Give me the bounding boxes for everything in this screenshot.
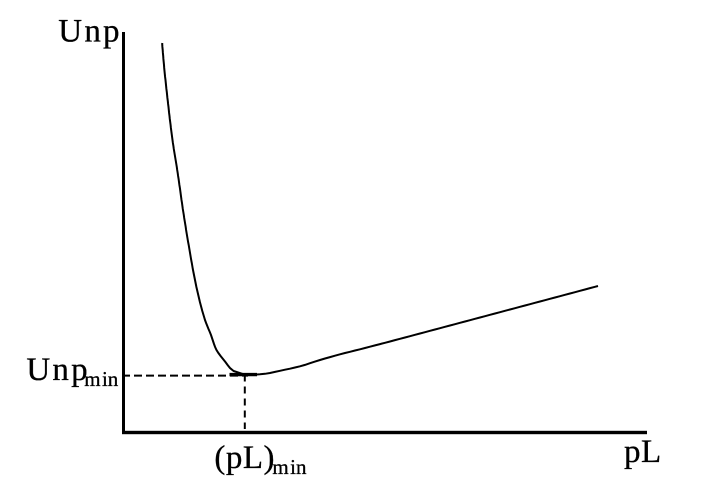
svg-text:min: min <box>84 367 119 391</box>
svg-text:(pL): (pL) <box>214 440 275 476</box>
svg-text:Unp: Unp <box>26 352 89 388</box>
svg-text:min: min <box>272 455 307 479</box>
svg-text:Unp: Unp <box>58 14 121 50</box>
svg-text:pL: pL <box>624 434 662 470</box>
